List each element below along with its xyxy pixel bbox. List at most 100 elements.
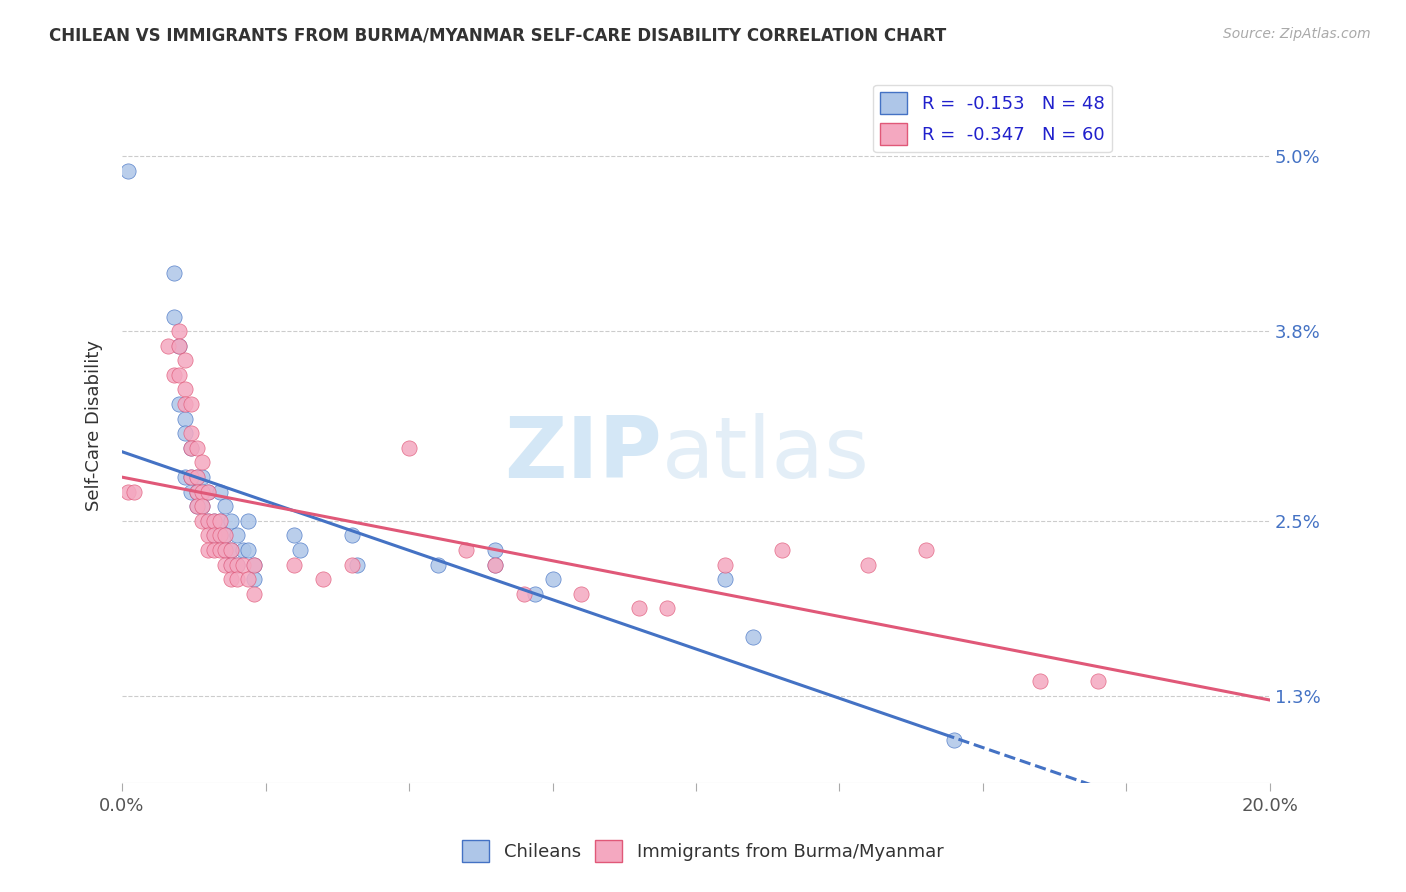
Point bbox=[202, 543, 225, 558]
Point bbox=[340, 528, 363, 542]
Point bbox=[186, 484, 208, 499]
Point bbox=[191, 499, 214, 513]
Point bbox=[191, 514, 214, 528]
Point bbox=[208, 528, 231, 542]
Point bbox=[191, 455, 214, 469]
Point bbox=[202, 528, 225, 542]
Point bbox=[169, 397, 191, 411]
Point bbox=[569, 587, 592, 601]
Point bbox=[180, 441, 202, 455]
Point bbox=[713, 572, 735, 586]
Point bbox=[219, 543, 242, 558]
Point bbox=[197, 484, 219, 499]
Point bbox=[186, 470, 208, 484]
Point bbox=[174, 383, 197, 397]
Point bbox=[484, 558, 506, 572]
Point bbox=[238, 543, 260, 558]
Point bbox=[426, 558, 449, 572]
Point bbox=[288, 543, 311, 558]
Point bbox=[191, 499, 214, 513]
Point bbox=[197, 514, 219, 528]
Point bbox=[186, 441, 208, 455]
Point bbox=[186, 499, 208, 513]
Point bbox=[174, 411, 197, 425]
Point bbox=[214, 558, 236, 572]
Point bbox=[208, 543, 231, 558]
Point bbox=[627, 601, 650, 615]
Point bbox=[214, 499, 236, 513]
Point bbox=[186, 470, 208, 484]
Point bbox=[156, 339, 179, 353]
Point bbox=[856, 558, 879, 572]
Text: ZIP: ZIP bbox=[503, 413, 662, 496]
Point bbox=[214, 528, 236, 542]
Y-axis label: Self-Care Disability: Self-Care Disability bbox=[86, 341, 103, 511]
Point bbox=[180, 441, 202, 455]
Point bbox=[208, 484, 231, 499]
Point bbox=[208, 514, 231, 528]
Point bbox=[163, 368, 186, 382]
Point bbox=[117, 484, 139, 499]
Point bbox=[398, 441, 420, 455]
Point bbox=[117, 163, 139, 178]
Point bbox=[742, 631, 765, 645]
Point bbox=[283, 528, 305, 542]
Point bbox=[197, 543, 219, 558]
Point bbox=[219, 558, 242, 572]
Point bbox=[180, 484, 202, 499]
Point bbox=[232, 543, 254, 558]
Point bbox=[214, 528, 236, 542]
Point bbox=[340, 558, 363, 572]
Point bbox=[191, 484, 214, 499]
Point bbox=[219, 543, 242, 558]
Point bbox=[238, 572, 260, 586]
Point bbox=[243, 558, 266, 572]
Point bbox=[208, 528, 231, 542]
Point bbox=[1087, 674, 1109, 689]
Point bbox=[180, 470, 202, 484]
Point bbox=[174, 353, 197, 368]
Point bbox=[346, 558, 368, 572]
Point bbox=[180, 470, 202, 484]
Point bbox=[914, 543, 936, 558]
Point bbox=[197, 514, 219, 528]
Point bbox=[225, 528, 247, 542]
Point bbox=[202, 528, 225, 542]
Point bbox=[243, 572, 266, 586]
Text: CHILEAN VS IMMIGRANTS FROM BURMA/MYANMAR SELF-CARE DISABILITY CORRELATION CHART: CHILEAN VS IMMIGRANTS FROM BURMA/MYANMAR… bbox=[49, 27, 946, 45]
Point bbox=[770, 543, 793, 558]
Point bbox=[174, 426, 197, 441]
Point bbox=[225, 558, 247, 572]
Point bbox=[232, 558, 254, 572]
Point bbox=[197, 484, 219, 499]
Point bbox=[513, 587, 536, 601]
Point bbox=[180, 397, 202, 411]
Point bbox=[197, 528, 219, 542]
Point bbox=[713, 558, 735, 572]
Point bbox=[169, 339, 191, 353]
Point bbox=[1029, 674, 1052, 689]
Point bbox=[174, 397, 197, 411]
Point bbox=[163, 310, 186, 324]
Legend: Chileans, Immigrants from Burma/Myanmar: Chileans, Immigrants from Burma/Myanmar bbox=[456, 833, 950, 870]
Point bbox=[214, 543, 236, 558]
Point bbox=[943, 732, 966, 747]
Point bbox=[163, 266, 186, 280]
Point bbox=[225, 558, 247, 572]
Point bbox=[657, 601, 679, 615]
Text: Source: ZipAtlas.com: Source: ZipAtlas.com bbox=[1223, 27, 1371, 41]
Point bbox=[225, 572, 247, 586]
Point bbox=[169, 339, 191, 353]
Point bbox=[243, 558, 266, 572]
Point bbox=[169, 324, 191, 338]
Point bbox=[283, 558, 305, 572]
Point bbox=[191, 470, 214, 484]
Point bbox=[219, 572, 242, 586]
Point bbox=[186, 499, 208, 513]
Point bbox=[122, 484, 145, 499]
Point bbox=[219, 558, 242, 572]
Point bbox=[214, 543, 236, 558]
Point bbox=[202, 514, 225, 528]
Point bbox=[312, 572, 335, 586]
Point bbox=[243, 587, 266, 601]
